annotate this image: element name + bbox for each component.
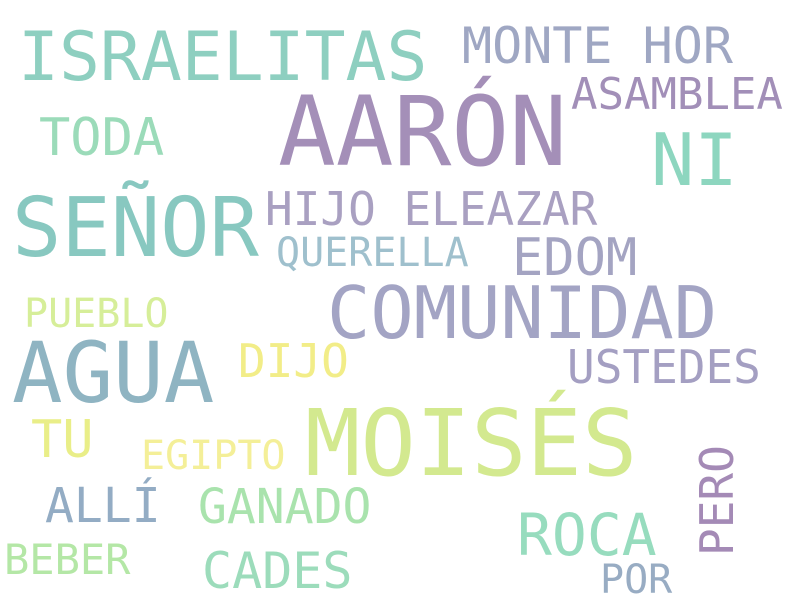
word-aaron: AARÓN	[278, 76, 567, 188]
word-hijo-eleazar: HIJO ELEAZAR	[265, 182, 598, 236]
word-israelitas: ISRAELITAS	[18, 18, 428, 97]
word-roca: ROCA	[517, 501, 657, 569]
word-ganado: GANADO	[198, 479, 372, 535]
word-pero: PERO	[690, 445, 744, 556]
word-monte-hor: MONTE HOR	[462, 17, 733, 75]
word-agua: AGUA	[12, 324, 215, 422]
word-por: POR	[600, 557, 673, 603]
word-beber: BEBER	[4, 535, 131, 584]
word-moises: MOISÉS	[305, 390, 638, 497]
word-querella: QUERELLA	[276, 230, 469, 276]
word-egipto: EGIPTO	[141, 433, 286, 479]
word-ustedes: USTEDES	[567, 340, 761, 394]
word-senor: SEÑOR	[12, 181, 259, 276]
word-cades: CADES	[202, 542, 353, 600]
word-pueblo: PUEBLO	[24, 291, 169, 337]
word-dijo: DIJO	[238, 334, 349, 388]
word-alli: ALLÍ	[45, 478, 161, 534]
word-comunidad: COMUNIDAD	[327, 271, 718, 355]
word-asamblea: ASAMBLEA	[571, 69, 783, 120]
word-tu: TU	[31, 410, 94, 470]
word-toda: TODA	[39, 108, 165, 168]
word-ni: NI	[651, 118, 738, 202]
word-edom: EDOM	[512, 228, 638, 288]
